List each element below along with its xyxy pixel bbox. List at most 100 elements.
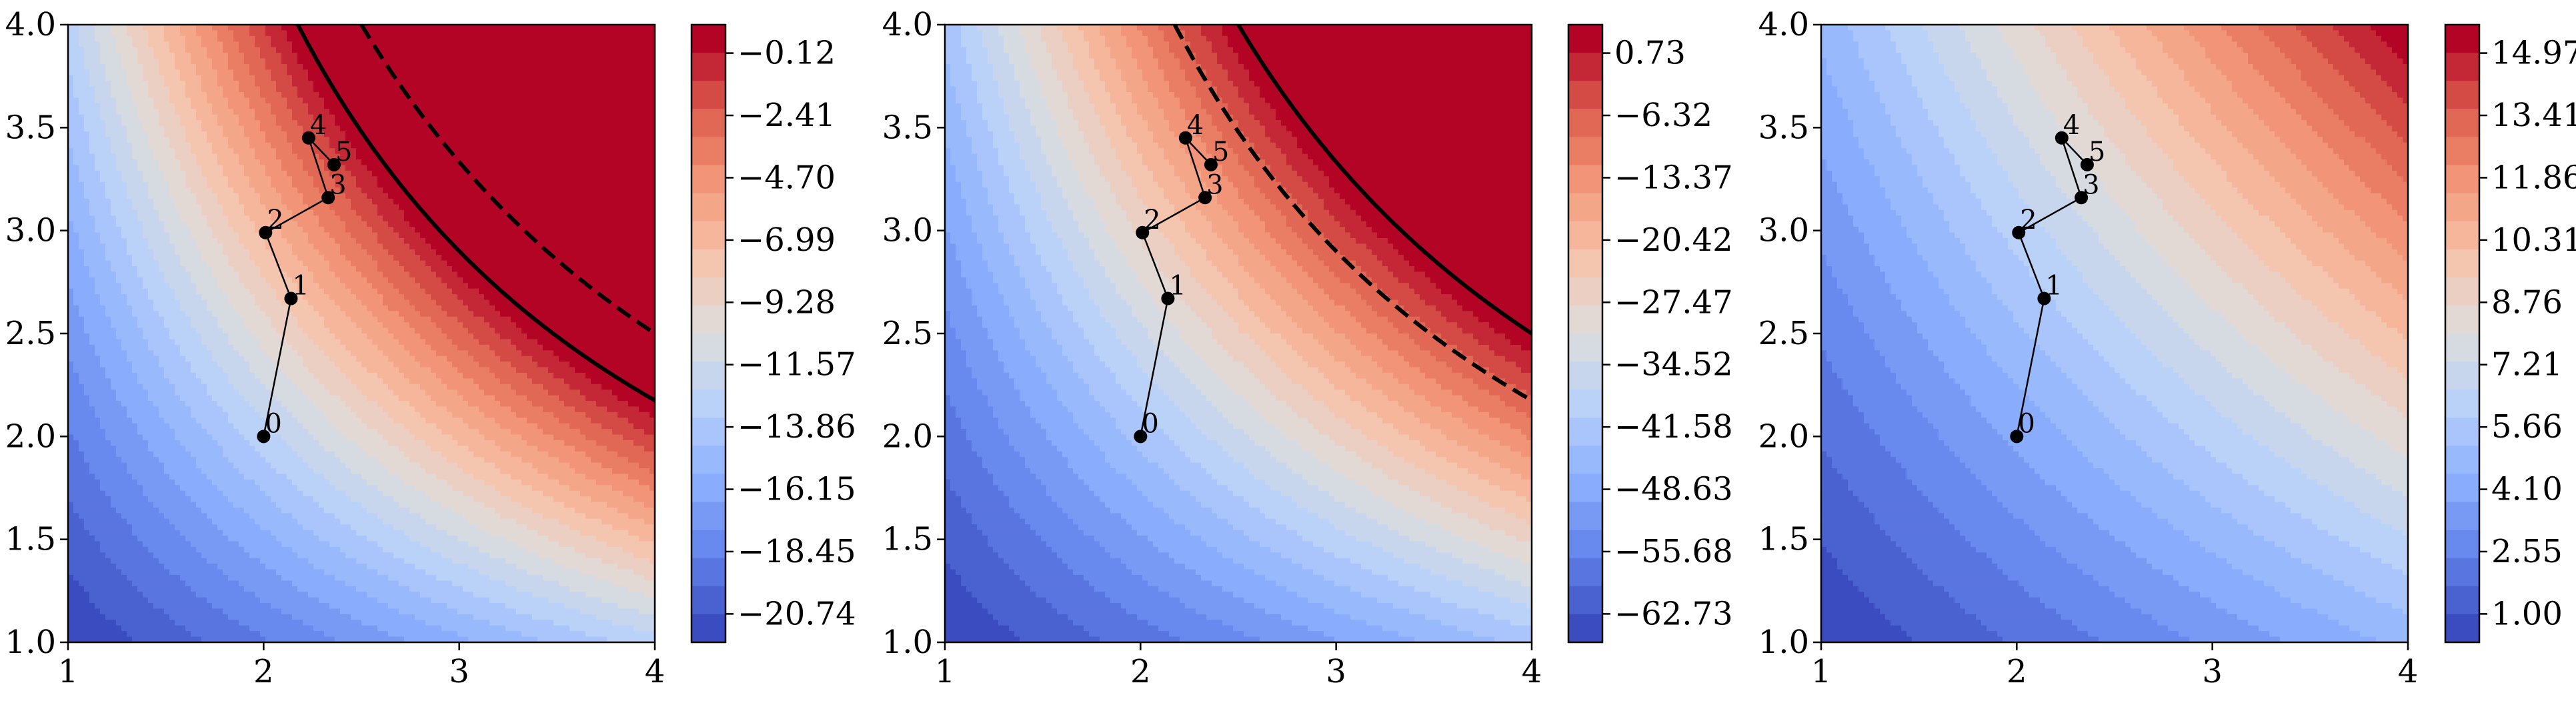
contour-cell xyxy=(297,490,303,497)
contour-cell xyxy=(105,209,111,217)
contour-cell xyxy=(196,198,202,205)
contour-cell xyxy=(111,429,117,436)
contour-cell xyxy=(180,53,186,59)
contour-cell xyxy=(196,451,202,458)
contour-cell xyxy=(233,232,239,239)
contour-cell xyxy=(265,92,271,99)
contour-cell xyxy=(255,429,261,436)
contour-cell xyxy=(127,339,133,345)
contour-cell xyxy=(233,255,239,261)
contour-cell xyxy=(196,114,202,121)
contour-cell xyxy=(89,446,95,452)
contour-cell xyxy=(127,479,133,486)
contour-cell xyxy=(127,485,133,492)
contour-cell xyxy=(84,53,90,59)
contour-cell xyxy=(287,518,293,526)
contour-cell xyxy=(292,536,298,542)
contour-cell xyxy=(185,41,191,48)
contour-cell xyxy=(132,35,138,43)
contour-cell xyxy=(201,418,207,424)
contour-cell xyxy=(265,552,271,559)
contour-cell xyxy=(308,81,314,87)
contour-cell xyxy=(137,69,143,76)
contour-cell xyxy=(84,378,90,385)
contour-cell xyxy=(228,97,234,104)
contour-cell xyxy=(175,574,181,582)
contour-cell xyxy=(239,378,245,385)
contour-cell xyxy=(239,120,245,127)
contour-cell xyxy=(201,513,207,520)
contour-cell xyxy=(244,271,250,278)
contour-cell xyxy=(159,339,165,345)
contour-cell xyxy=(308,63,314,71)
contour-cell xyxy=(132,153,138,160)
contour-cell xyxy=(105,620,111,626)
contour-cell xyxy=(105,53,111,59)
contour-cell xyxy=(105,406,111,413)
contour-cell xyxy=(153,193,159,199)
contour-cell xyxy=(191,114,197,121)
contour-cell xyxy=(308,260,314,267)
contour-cell xyxy=(255,485,261,492)
contour-cell xyxy=(121,636,127,642)
contour-cell xyxy=(207,625,213,632)
contour-cell xyxy=(100,401,106,408)
contour-cell xyxy=(255,81,261,87)
contour-cell xyxy=(137,485,143,492)
contour-cell xyxy=(223,603,229,610)
contour-cell xyxy=(180,530,186,536)
contour-cell xyxy=(281,30,287,37)
contour-cell xyxy=(89,608,95,615)
contour-cell xyxy=(121,159,127,166)
contour-cell xyxy=(84,187,90,194)
contour-cell xyxy=(153,35,159,43)
contour-cell xyxy=(148,25,154,31)
contour-cell xyxy=(223,159,229,166)
contour-cell xyxy=(191,384,197,390)
contour-cell xyxy=(265,193,271,199)
contour-cell xyxy=(148,63,154,71)
contour-cell xyxy=(153,412,159,419)
contour-cell xyxy=(153,552,159,559)
contour-cell xyxy=(191,401,197,408)
contour-cell xyxy=(111,440,117,447)
contour-cell xyxy=(196,564,202,570)
contour-cell xyxy=(169,490,175,497)
contour-cell xyxy=(95,406,101,413)
contour-cell xyxy=(244,597,250,604)
contour-cell xyxy=(191,468,197,475)
contour-cell xyxy=(100,294,106,301)
contour-cell xyxy=(271,283,277,289)
contour-cell xyxy=(217,103,223,110)
contour-cell xyxy=(111,277,117,284)
contour-cell xyxy=(89,574,95,582)
contour-cell xyxy=(159,356,165,362)
contour-cell xyxy=(121,327,127,334)
contour-cell xyxy=(132,597,138,604)
contour-cell xyxy=(169,193,175,199)
contour-cell xyxy=(89,63,95,71)
contour-cell xyxy=(79,429,85,436)
contour-cell xyxy=(212,462,218,469)
contour-cell xyxy=(260,518,266,526)
contour-cell xyxy=(159,530,165,536)
contour-cell xyxy=(207,474,213,480)
contour-cell xyxy=(121,288,127,295)
contour-cell xyxy=(196,109,202,115)
contour-cell xyxy=(276,47,282,53)
contour-cell xyxy=(89,120,95,127)
contour-cell xyxy=(153,485,159,492)
contour-cell xyxy=(191,75,197,81)
contour-cell xyxy=(164,457,170,464)
contour-cell xyxy=(292,530,298,536)
contour-cell xyxy=(244,524,250,531)
contour-cell xyxy=(116,418,122,424)
contour-cell xyxy=(159,114,165,121)
contour-cell xyxy=(127,103,133,110)
contour-cell xyxy=(73,255,79,261)
contour-cell xyxy=(287,176,293,183)
contour-cell xyxy=(95,187,101,194)
contour-cell xyxy=(303,198,309,205)
contour-cell xyxy=(132,131,138,138)
contour-cell xyxy=(212,362,218,368)
